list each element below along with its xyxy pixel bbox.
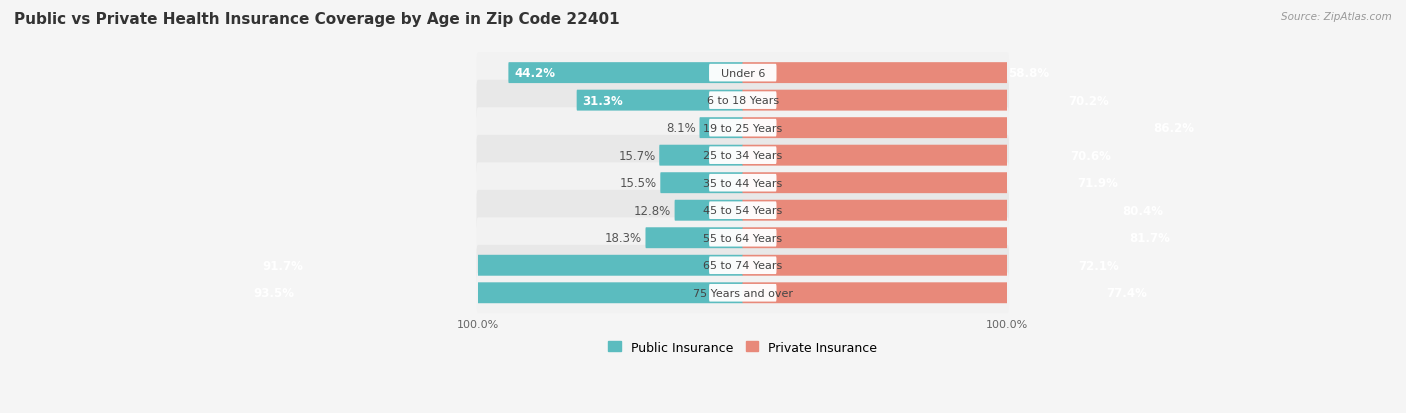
FancyBboxPatch shape <box>477 245 1010 286</box>
Text: 15.7%: 15.7% <box>619 150 655 162</box>
FancyBboxPatch shape <box>742 118 1199 139</box>
FancyBboxPatch shape <box>709 174 776 192</box>
Text: 81.7%: 81.7% <box>1129 232 1170 244</box>
Text: 18.3%: 18.3% <box>605 232 641 244</box>
FancyBboxPatch shape <box>661 173 744 194</box>
Text: 8.1%: 8.1% <box>666 122 696 135</box>
Text: 71.9%: 71.9% <box>1077 177 1118 190</box>
Text: 93.5%: 93.5% <box>253 287 294 299</box>
Text: 58.8%: 58.8% <box>1008 67 1049 80</box>
FancyBboxPatch shape <box>477 163 1010 204</box>
FancyBboxPatch shape <box>477 81 1010 121</box>
FancyBboxPatch shape <box>742 255 1125 276</box>
FancyBboxPatch shape <box>709 147 776 165</box>
FancyBboxPatch shape <box>509 63 744 84</box>
FancyBboxPatch shape <box>742 282 1153 304</box>
Text: 35 to 44 Years: 35 to 44 Years <box>703 178 782 188</box>
Text: 45 to 54 Years: 45 to 54 Years <box>703 206 782 216</box>
FancyBboxPatch shape <box>659 145 744 166</box>
Text: 19 to 25 Years: 19 to 25 Years <box>703 123 782 133</box>
Text: 86.2%: 86.2% <box>1153 122 1194 135</box>
FancyBboxPatch shape <box>699 118 744 139</box>
Text: 12.8%: 12.8% <box>634 204 671 217</box>
FancyBboxPatch shape <box>742 63 1054 84</box>
FancyBboxPatch shape <box>742 200 1168 221</box>
FancyBboxPatch shape <box>477 273 1010 313</box>
Text: 80.4%: 80.4% <box>1122 204 1163 217</box>
Text: 72.1%: 72.1% <box>1078 259 1119 272</box>
Text: 65 to 74 Years: 65 to 74 Years <box>703 261 782 271</box>
FancyBboxPatch shape <box>709 202 776 219</box>
Text: 91.7%: 91.7% <box>263 259 304 272</box>
Text: 75 Years and over: 75 Years and over <box>693 288 793 298</box>
FancyBboxPatch shape <box>477 218 1010 259</box>
Text: Under 6: Under 6 <box>721 69 765 78</box>
FancyBboxPatch shape <box>742 145 1116 166</box>
Text: Public vs Private Health Insurance Coverage by Age in Zip Code 22401: Public vs Private Health Insurance Cover… <box>14 12 620 27</box>
FancyBboxPatch shape <box>709 229 776 247</box>
FancyBboxPatch shape <box>709 92 776 110</box>
FancyBboxPatch shape <box>645 228 744 249</box>
Text: 70.2%: 70.2% <box>1069 95 1109 107</box>
Text: Source: ZipAtlas.com: Source: ZipAtlas.com <box>1281 12 1392 22</box>
FancyBboxPatch shape <box>477 108 1010 149</box>
FancyBboxPatch shape <box>247 282 744 304</box>
FancyBboxPatch shape <box>576 90 744 112</box>
FancyBboxPatch shape <box>257 255 744 276</box>
FancyBboxPatch shape <box>742 173 1123 194</box>
FancyBboxPatch shape <box>742 90 1115 112</box>
Text: 44.2%: 44.2% <box>515 67 555 80</box>
FancyBboxPatch shape <box>709 257 776 274</box>
FancyBboxPatch shape <box>675 200 744 221</box>
FancyBboxPatch shape <box>709 119 776 137</box>
FancyBboxPatch shape <box>477 135 1010 176</box>
Text: 31.3%: 31.3% <box>582 95 623 107</box>
Text: 77.4%: 77.4% <box>1107 287 1147 299</box>
FancyBboxPatch shape <box>477 53 1010 94</box>
Text: 6 to 18 Years: 6 to 18 Years <box>707 96 779 106</box>
FancyBboxPatch shape <box>477 190 1010 231</box>
FancyBboxPatch shape <box>709 284 776 302</box>
FancyBboxPatch shape <box>742 228 1175 249</box>
FancyBboxPatch shape <box>709 65 776 82</box>
Text: 55 to 64 Years: 55 to 64 Years <box>703 233 782 243</box>
Legend: Public Insurance, Private Insurance: Public Insurance, Private Insurance <box>603 336 882 359</box>
Text: 70.6%: 70.6% <box>1070 150 1111 162</box>
Text: 25 to 34 Years: 25 to 34 Years <box>703 151 782 161</box>
Text: 15.5%: 15.5% <box>620 177 657 190</box>
